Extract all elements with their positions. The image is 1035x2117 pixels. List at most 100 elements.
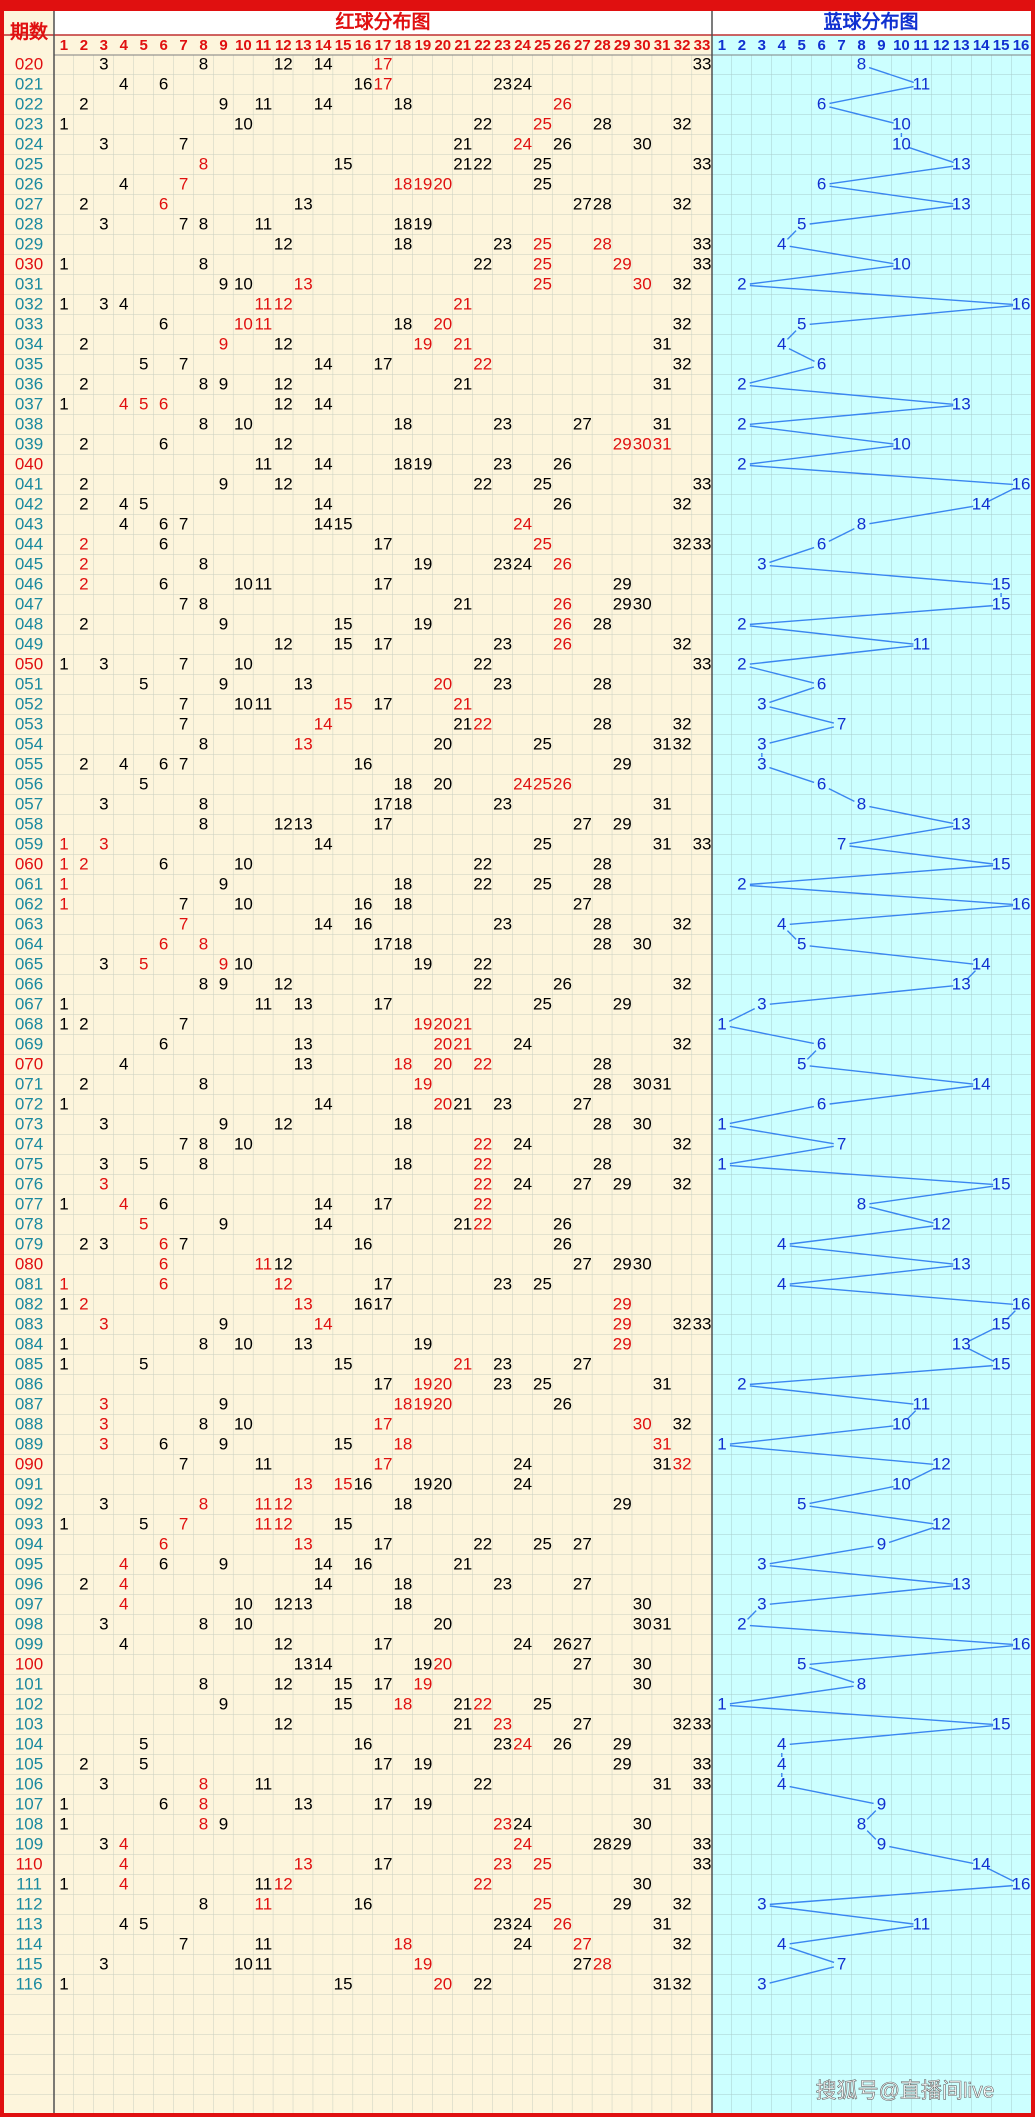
blue-number: 16 [1012, 1294, 1031, 1313]
red-number: 27 [573, 1574, 592, 1593]
blue-number: 15 [992, 574, 1011, 593]
red-number: 20 [433, 1614, 452, 1633]
red-number: 14 [314, 354, 333, 373]
red-number: 13 [294, 194, 313, 213]
red-number: 1 [59, 654, 68, 673]
red-number: 1 [59, 874, 68, 893]
blue-number: 6 [817, 1034, 826, 1053]
red-number: 19 [413, 454, 432, 473]
blue-trend-segment [786, 330, 797, 340]
blue-number: 14 [972, 1854, 991, 1873]
red-number: 19 [413, 214, 432, 233]
red-number: 21 [453, 294, 472, 313]
period-label: 078 [15, 1214, 43, 1233]
red-number: 12 [274, 434, 293, 453]
red-number: 30 [633, 1814, 652, 1833]
red-number: 18 [393, 1694, 412, 1713]
blue-number: 4 [777, 1934, 786, 1953]
red-number: 21 [453, 1554, 472, 1573]
red-number: 6 [159, 1534, 168, 1553]
blue-trend-segment [769, 1966, 835, 1984]
red-number: 23 [493, 914, 512, 933]
red-number: 32 [673, 274, 692, 293]
red-number: 14 [314, 714, 333, 733]
red-number: 9 [219, 614, 228, 633]
red-number: 4 [119, 1874, 128, 1893]
red-number: 23 [493, 1854, 512, 1873]
red-number: 26 [553, 94, 572, 113]
blue-column-label: 9 [877, 37, 885, 54]
blue-trend-segment [789, 1265, 954, 1285]
red-number: 22 [473, 1154, 492, 1173]
red-number: 3 [99, 1954, 108, 1973]
red-number: 11 [255, 1254, 273, 1273]
red-column-label: 6 [159, 37, 167, 54]
red-number: 23 [493, 1374, 512, 1393]
red-number: 3 [99, 1174, 108, 1193]
period-label: 077 [15, 1194, 43, 1213]
period-label: 106 [15, 1774, 43, 1793]
period-label: 032 [15, 294, 43, 313]
red-number: 32 [673, 1134, 692, 1153]
red-number: 12 [274, 394, 293, 413]
blue-trend-segment [729, 1704, 994, 1726]
red-column-label: 21 [454, 37, 471, 54]
red-number: 9 [219, 1314, 228, 1333]
red-number: 15 [334, 1974, 353, 1993]
blue-trend-segment [729, 1105, 814, 1125]
red-number: 8 [199, 1074, 208, 1093]
red-number: 8 [199, 1794, 208, 1813]
blue-trend-segment [789, 1925, 914, 1945]
red-number: 12 [274, 1634, 293, 1653]
red-number: 27 [573, 1354, 592, 1373]
red-number: 21 [453, 334, 472, 353]
red-number: 24 [513, 1474, 532, 1493]
red-number: 33 [693, 1774, 712, 1793]
red-number: 32 [673, 1454, 692, 1473]
period-label: 101 [15, 1674, 43, 1693]
period-label: 029 [15, 234, 43, 253]
red-number: 1 [59, 1334, 68, 1353]
red-number: 25 [533, 114, 552, 133]
red-number: 18 [393, 1114, 412, 1133]
red-number: 31 [653, 834, 672, 853]
red-number: 14 [314, 454, 333, 473]
period-label: 027 [15, 194, 43, 213]
red-number: 2 [79, 94, 88, 113]
red-number: 30 [633, 1614, 652, 1633]
red-number: 24 [513, 1914, 532, 1933]
red-number: 32 [673, 114, 692, 133]
red-number: 23 [493, 1914, 512, 1933]
red-number: 24 [513, 1134, 532, 1153]
red-number: 14 [314, 1194, 333, 1213]
period-label: 086 [15, 1374, 43, 1393]
red-number: 16 [354, 754, 373, 773]
red-number: 1 [59, 1874, 68, 1893]
red-number: 5 [139, 354, 148, 373]
red-column-label: 28 [594, 37, 611, 54]
red-number: 8 [199, 1674, 208, 1693]
blue-trend-segment [809, 1065, 974, 1085]
red-number: 10 [234, 894, 253, 913]
period-label: 076 [15, 1174, 43, 1193]
watermark: 搜狐号@直播间live [816, 2080, 995, 2103]
period-grid [4, 55, 54, 2113]
period-label: 046 [15, 574, 43, 593]
red-number: 25 [533, 154, 552, 173]
red-number: 17 [374, 1794, 393, 1813]
red-number: 32 [673, 1974, 692, 1993]
blue-trend-segment [789, 245, 894, 265]
period-label: 080 [15, 1254, 43, 1273]
red-number: 3 [99, 1414, 108, 1433]
red-number: 19 [413, 554, 432, 573]
blue-number: 1 [717, 1694, 726, 1713]
period-label: 040 [15, 454, 43, 473]
blue-trend-segment [729, 1685, 854, 1705]
red-number: 11 [255, 1454, 273, 1473]
period-label: 110 [15, 1854, 42, 1873]
red-number: 5 [139, 1214, 148, 1233]
red-number: 3 [99, 1234, 108, 1253]
period-label: 089 [15, 1434, 43, 1453]
blue-number: 6 [817, 94, 826, 113]
blue-trend-segment [749, 1364, 994, 1386]
